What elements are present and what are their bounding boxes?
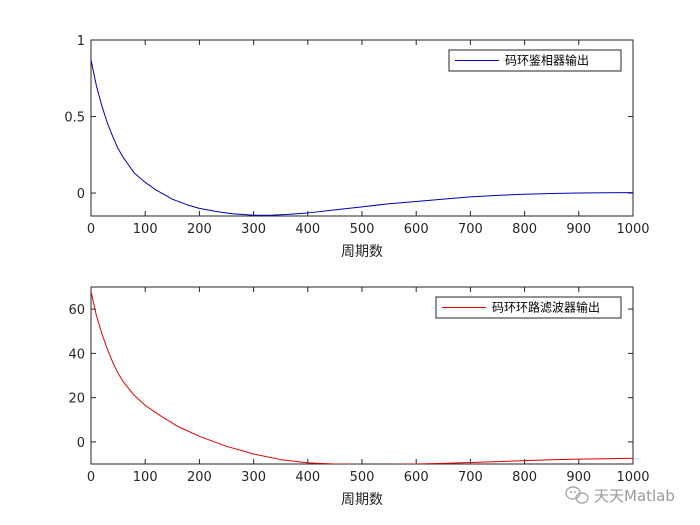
- x-tick-label: 900: [566, 222, 591, 237]
- y-tick-label: 60: [68, 303, 85, 318]
- x-tick-label: 100: [133, 470, 158, 485]
- plot-bottom: 0 100 200 300 400 500 600 700 800 900 1000 0 20 40 60 周…: [68, 286, 650, 508]
- x-tick-label: 100: [133, 222, 158, 237]
- legend-box: [435, 296, 622, 319]
- x-axis-label: 周期数: [341, 492, 383, 508]
- x-tick-label: 800: [512, 222, 537, 237]
- x-axis-label: 周期数: [341, 244, 383, 260]
- wechat-icon: [565, 486, 589, 504]
- x-tick-label: 600: [404, 470, 429, 485]
- y-tick-label: 0: [77, 436, 85, 451]
- y-tick-label: 0.5: [64, 111, 85, 126]
- plot-top: 0 100 200 300 400 500 600 700 800 900 1000 0 0.5 1 周期数…: [64, 34, 649, 260]
- y-tick-label: 20: [68, 392, 85, 407]
- watermark-text: 天天Matlab: [594, 487, 675, 505]
- x-tick-label: 400: [295, 222, 320, 237]
- x-tick-label: 700: [458, 470, 483, 485]
- legend-box: [448, 49, 622, 72]
- legend: 码环环路滤波器输出: [435, 296, 622, 319]
- x-tick-label: 600: [404, 222, 429, 237]
- x-tick-label: 1000: [616, 470, 649, 485]
- y-tick-label: 0: [77, 187, 85, 202]
- x-tick-label: 500: [350, 222, 375, 237]
- x-tick-label: 700: [458, 222, 483, 237]
- x-tick-label: 200: [187, 222, 212, 237]
- legend-entry: 码环环路滤波器输出: [492, 300, 600, 315]
- legend: 码环鉴相器输出: [448, 49, 622, 72]
- watermark: 天天Matlab: [565, 486, 675, 505]
- series-line: [91, 291, 633, 464]
- x-tick-label: 300: [241, 470, 266, 485]
- x-tick-label: 800: [512, 470, 537, 485]
- x-tick-label: 900: [566, 470, 591, 485]
- y-tick-label: 40: [68, 347, 85, 362]
- x-tick-label: 500: [350, 470, 375, 485]
- x-tick-label: 300: [241, 222, 266, 237]
- legend-entry: 码环鉴相器输出: [505, 53, 589, 68]
- x-tick-label: 200: [187, 470, 212, 485]
- x-tick-label: 0: [87, 470, 95, 485]
- x-tick-label: 0: [87, 222, 95, 237]
- x-tick-label: 1000: [616, 222, 649, 237]
- x-tick-label: 400: [295, 470, 320, 485]
- y-tick-label: 1: [77, 34, 85, 49]
- series-line: [91, 59, 633, 216]
